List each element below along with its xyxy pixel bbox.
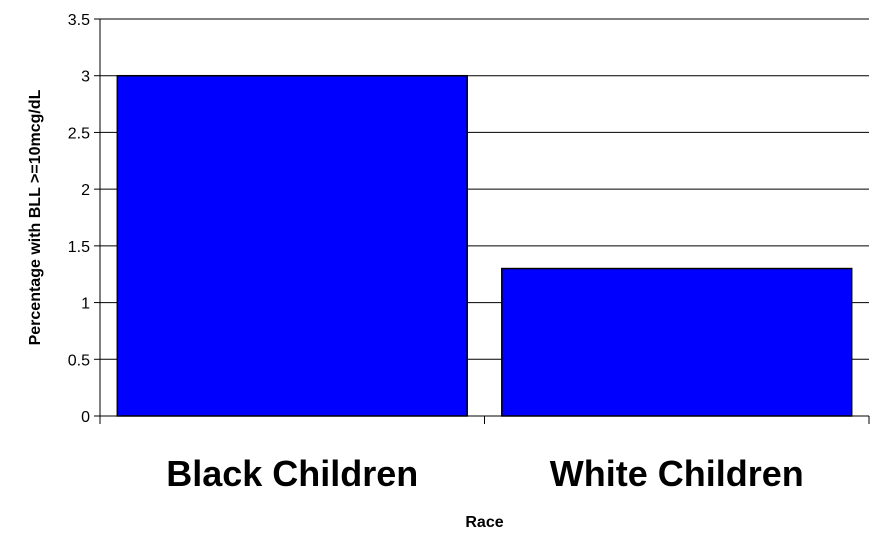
y-tick-label: 0 — [81, 409, 90, 426]
x-tick-marks — [99, 416, 870, 424]
y-tick-label: 3 — [81, 69, 90, 86]
y-tick-label: 2.5 — [68, 125, 90, 142]
y-tick-label: 3.5 — [68, 12, 90, 29]
bar — [501, 267, 853, 417]
y-tick-label: 1.5 — [68, 239, 90, 256]
x-axis-title: Race — [465, 514, 503, 531]
y-axis-title: Percentage with BLL >=10mcg/dL — [27, 89, 44, 345]
category-labels: Black Children White Children — [166, 453, 804, 494]
y-tick-label: 1 — [81, 296, 90, 313]
y-tick-label: 2 — [81, 182, 90, 199]
category-label: White Children — [550, 453, 804, 494]
y-tick-labels: 0 0.5 1 1.5 2 2.5 3 3.5 — [68, 12, 100, 426]
category-label: Black Children — [166, 453, 418, 494]
bar — [116, 74, 468, 417]
y-tick-label: 0.5 — [68, 352, 90, 369]
